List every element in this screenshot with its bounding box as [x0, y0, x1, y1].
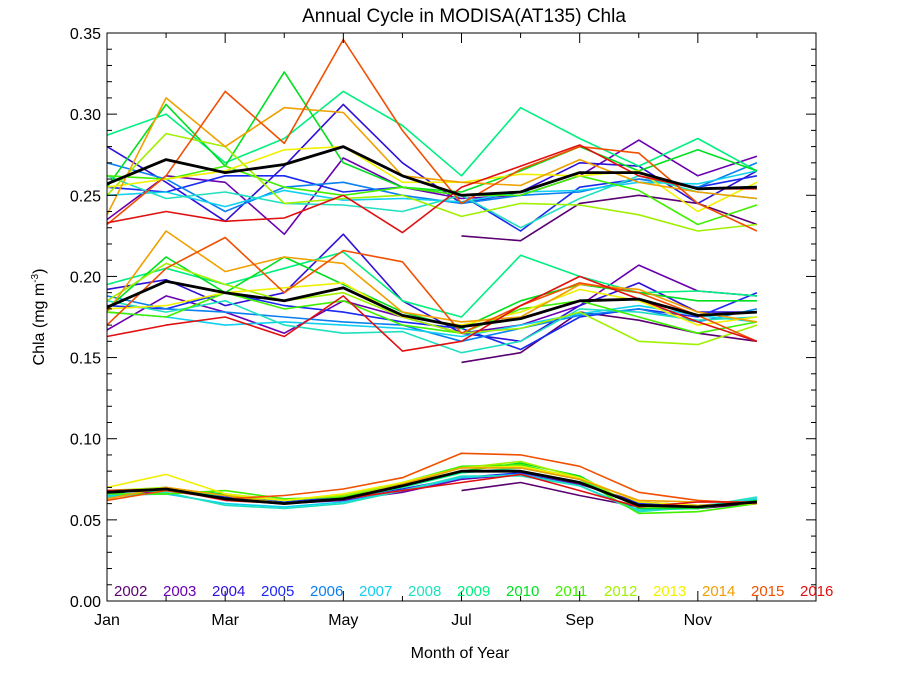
series-line-2013-2	[106, 465, 757, 507]
series-line-2008-1	[106, 300, 757, 354]
legend-entry-2013: 2013	[653, 583, 686, 600]
y-axis-label-close: )	[31, 269, 48, 274]
y-tick-label: 0.15	[70, 351, 101, 368]
legend-entry-2012: 2012	[604, 583, 637, 600]
legend-entry-2014: 2014	[702, 583, 735, 600]
series-line-2015-1	[106, 236, 758, 343]
y-tick-label: 0.25	[70, 188, 101, 205]
axes: 0.00 0.05 0.10 0.15 0.20 0.25 0.30 0.35 Jan Mar Ma…	[70, 26, 816, 629]
series-line-2002-0	[461, 194, 758, 242]
series-line-2007-0	[106, 170, 758, 208]
legend-entry-2006: 2006	[310, 583, 343, 600]
series-line-2012-1	[106, 262, 758, 346]
x-tick-label: Mar	[211, 612, 239, 629]
plot-lines	[106, 38, 758, 515]
y-axis-label-sup: -3	[30, 273, 41, 282]
legend-entry-2016: 2016	[800, 583, 833, 600]
y-tick-label: 0.05	[70, 513, 101, 530]
mean-line-2	[106, 469, 758, 509]
mean-line-0	[106, 145, 757, 197]
y-tick-label: 0.20	[70, 269, 101, 286]
legend-entry-2004: 2004	[212, 583, 245, 600]
series-line-2010-0	[106, 71, 758, 193]
series-line-2016-0	[106, 144, 757, 234]
legend-entry-2002: 2002	[114, 583, 147, 600]
legend-entry-2011: 2011	[555, 583, 587, 600]
y-axis-label: Chla (mg m-3)	[30, 269, 48, 366]
legend-entry-2003: 2003	[163, 583, 196, 600]
series-line-2008-2	[106, 475, 758, 513]
series-line-2007-1	[106, 304, 757, 338]
series-line-2002-1	[461, 311, 758, 364]
y-axis-label-main: Chla (mg m	[31, 283, 48, 366]
x-tick-label: Jan	[94, 612, 120, 629]
x-axis-label: Month of Year	[411, 645, 510, 662]
legend-entry-2007: 2007	[359, 583, 392, 600]
series-line-2003-0	[106, 139, 758, 235]
series-line-2011-1	[106, 291, 758, 334]
series-line-2011-0	[106, 165, 758, 226]
y-tick-label: 0.30	[70, 107, 101, 124]
x-tick-label: Nov	[684, 612, 712, 629]
y-tick-label: 0.10	[70, 432, 101, 449]
legend-entry-2005: 2005	[261, 583, 294, 600]
legend-entry-2010: 2010	[506, 583, 539, 600]
chart-title: Annual Cycle in MODISA(AT135) Chla	[302, 6, 626, 27]
series-line-2014-2	[106, 467, 757, 505]
series-line-2006-1	[106, 295, 758, 343]
series-line-2007-2	[106, 473, 758, 511]
series-line-2012-0	[106, 132, 757, 232]
legend-entry-2008: 2008	[408, 583, 441, 600]
series-line-2014-0	[106, 97, 757, 216]
legend: 2002 2003 2004 2005 2006 2007 2008 2009 2010 2011…	[114, 583, 833, 600]
x-tick-label: Sep	[565, 612, 594, 629]
y-tick-label: 0.35	[70, 26, 101, 43]
series-line-2014-1	[106, 230, 758, 323]
legend-entry-2015: 2015	[751, 583, 784, 600]
x-tick-label: Jul	[451, 612, 471, 629]
legend-entry-2009: 2009	[457, 583, 490, 600]
y-tick-label: 0.00	[70, 594, 101, 611]
x-tick-label: May	[328, 612, 358, 629]
mean-line-1	[106, 279, 757, 329]
series-line-2015-0	[106, 38, 758, 232]
